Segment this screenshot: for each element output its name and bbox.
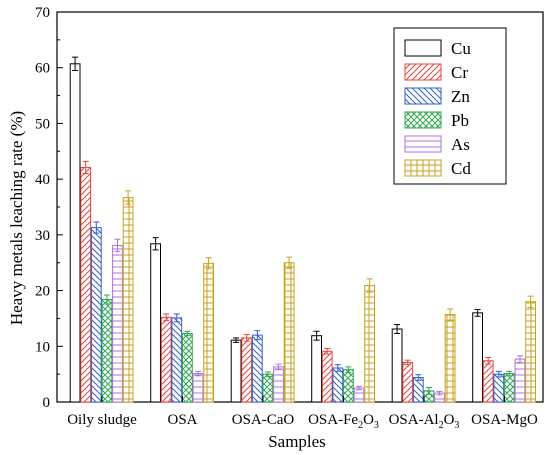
y-tick-label: 30 <box>35 228 50 244</box>
legend-swatch-pb <box>404 111 442 129</box>
x-tick-label: Oily sludge <box>67 412 137 428</box>
legend: Cu Cr Zn Pb As Cd <box>393 27 507 185</box>
bar-cu-3 <box>311 335 323 403</box>
legend-label-as: As <box>451 135 470 154</box>
y-tick-label: 50 <box>35 116 50 132</box>
bar-zn-2 <box>251 334 263 403</box>
y-tick-label: 60 <box>35 61 50 77</box>
y-tick-label: 40 <box>35 172 50 188</box>
bar-cr-1 <box>160 316 172 403</box>
bar-as-1 <box>192 373 204 403</box>
bar-zn-4 <box>412 376 424 403</box>
bar-cr-2 <box>241 337 253 403</box>
x-tick-label: OSA-Fe2O3 <box>308 412 379 431</box>
bar-cr-5 <box>482 360 494 403</box>
y-tick-label: 0 <box>43 395 51 411</box>
bar-as-5 <box>514 358 526 403</box>
y-tick-label: 70 <box>35 5 50 21</box>
bar-cu-2 <box>230 339 242 403</box>
legend-swatch-as <box>404 135 442 153</box>
bar-zn-3 <box>332 367 344 403</box>
bars <box>69 56 537 403</box>
legend-label-cr: Cr <box>451 63 468 82</box>
bar-cr-4 <box>402 361 414 403</box>
legend-label-pb: Pb <box>451 111 469 130</box>
bar-cd-2 <box>283 262 295 403</box>
bar-cr-3 <box>321 350 333 403</box>
bar-as-0 <box>112 244 123 403</box>
bar-cu-5 <box>472 312 484 403</box>
x-axis-label: Samples <box>268 432 326 451</box>
bar-pb-5 <box>504 373 515 403</box>
bar-cd-3 <box>364 285 376 403</box>
x-tick-label: OSA <box>167 412 197 428</box>
bar-pb-1 <box>182 332 193 403</box>
bar-as-2 <box>273 366 284 403</box>
x-tick-label: OSA-CaO <box>232 412 295 428</box>
bar-zn-1 <box>171 317 183 403</box>
y-tick-label: 20 <box>35 284 50 300</box>
y-axis: 0 10 20 30 40 50 60 70 <box>35 5 63 411</box>
y-axis-label: Heavy metals leaching rate (%) <box>7 111 26 325</box>
legend-swatch-zn <box>404 87 442 105</box>
bar-cu-0 <box>69 63 81 403</box>
x-tick-label: OSA-Al2O3 <box>389 412 460 431</box>
x-axis: Oily sludge OSA OSA-CaO OSA-Fe2O3 OSA-Al2O3 O… <box>67 396 538 431</box>
legend-swatch-cr <box>404 63 442 81</box>
bar-pb-0 <box>101 298 113 403</box>
bar-cd-0 <box>122 197 134 403</box>
bar-pb-3 <box>343 369 354 403</box>
x-tick-label: OSA-MgO <box>471 412 538 428</box>
bar-pb-2 <box>262 373 274 403</box>
bar-cr-0 <box>80 166 92 403</box>
bar-cd-4 <box>444 314 456 403</box>
bar-cd-5 <box>525 301 537 403</box>
bar-zn-0 <box>90 227 102 403</box>
legend-label-cu: Cu <box>451 39 471 58</box>
y-tick-label: 10 <box>35 339 50 355</box>
bar-cu-1 <box>150 243 161 403</box>
legend-label-zn: Zn <box>451 87 470 106</box>
legend-label-cd: Cd <box>451 159 471 178</box>
bar-cd-1 <box>203 262 214 403</box>
bar-cu-4 <box>391 328 403 403</box>
legend-swatch-cu <box>404 39 442 57</box>
bar-zn-5 <box>493 373 505 403</box>
legend-swatch-cd <box>404 159 442 177</box>
